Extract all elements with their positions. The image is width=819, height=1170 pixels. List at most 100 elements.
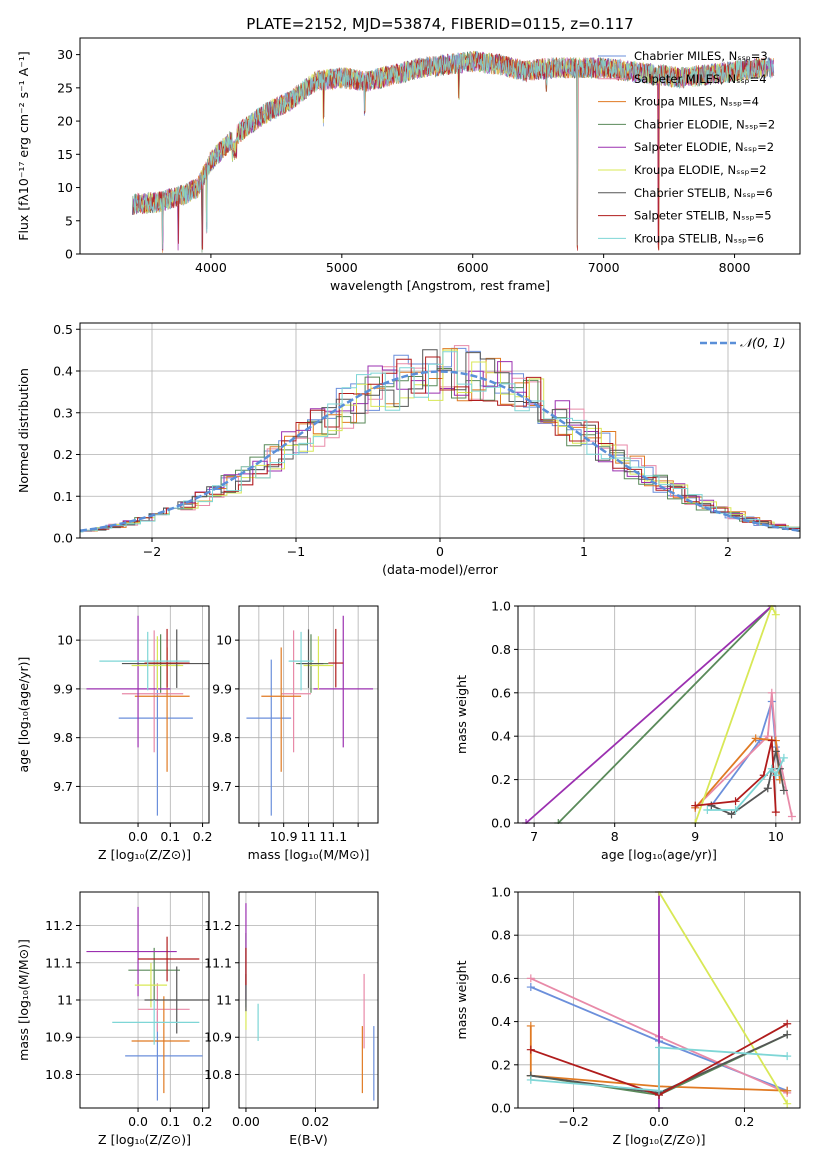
x-tick-label: 9 — [691, 829, 699, 844]
y-tick-label: 9.8 — [212, 730, 232, 745]
panel-residuals: 𝒩(0, 1) −2 −1 0 1 2 0.0 0.1 0.2 0.3 0.4 0.5 (data-mo… — [16, 322, 801, 577]
x-tick-label: 0.1 — [160, 829, 180, 844]
errorbar-point — [112, 1000, 200, 1045]
y-tick-label: 0.0 — [53, 531, 73, 546]
errorbar-point — [313, 615, 374, 748]
x-tick-label: 8 — [611, 829, 619, 844]
y-axis-label: age [log₁₀(age/yr)] — [16, 657, 31, 773]
errorbar-point — [131, 996, 190, 1094]
y-tick-label: 0.6 — [491, 685, 511, 700]
y-tick-label: 9.7 — [212, 779, 232, 794]
weight-marker — [767, 736, 776, 745]
weight-marker — [767, 688, 776, 697]
legend-label: Chabrier ELODIE, Nₛₛₚ=2 — [634, 117, 775, 131]
y-tick-label: 0.8 — [491, 928, 511, 943]
y-tick-label: 0.1 — [53, 489, 73, 504]
weight-marker — [526, 974, 535, 983]
y-tick-label: 11.2 — [45, 918, 73, 933]
errorbar-point — [328, 628, 344, 688]
errorbar-point — [138, 936, 200, 982]
y-tick-label: 1.0 — [491, 599, 511, 614]
series-line-8 — [133, 51, 774, 250]
x-tick-label: −2 — [143, 544, 161, 559]
y-tick-label: 0.5 — [53, 322, 73, 337]
spectrum-lines — [132, 50, 775, 253]
y-tick-label: 10 — [57, 180, 73, 195]
x-axis-label: Z [log₁₀(Z/Z⊙)] — [98, 1132, 191, 1147]
errorbar-point — [261, 647, 302, 772]
x-tick-label: 2 — [724, 544, 732, 559]
panel-age_vs_Z: 0.0 0.1 0.2 9.7 9.8 9.9 10 Z [log₁₀(Z/Z⊙)] age [… — [16, 605, 212, 862]
y-tick-label: 0 — [65, 247, 73, 262]
x-tick-label: 5000 — [326, 260, 358, 275]
weight-marker — [727, 810, 736, 819]
weight-marker — [751, 734, 760, 743]
y-tick-label: 0.0 — [491, 1101, 511, 1116]
y-tick-label: 0.4 — [53, 364, 73, 379]
weight-marker — [771, 610, 780, 619]
y-tick-label: 0.2 — [53, 447, 73, 462]
errorbar-point — [99, 631, 190, 691]
y-tick-label: 11.1 — [45, 955, 73, 970]
weight-marker — [655, 1086, 663, 1095]
axes-frame — [517, 605, 801, 824]
y-tick-label: 10.8 — [204, 1067, 232, 1082]
x-axis-label: age [log₁₀(age/yr)] — [601, 847, 717, 862]
y-tick-label: 10.8 — [45, 1067, 73, 1082]
legend: Chabrier MILES, Nₛₛₚ=3 Salpeter MILES, Nₛ… — [598, 49, 775, 245]
legend-label: Salpeter MILES, Nₛₛₚ=4 — [634, 72, 767, 86]
histogram-8 — [80, 351, 800, 533]
y-tick-label: 20 — [57, 114, 73, 129]
weight-marker — [731, 797, 740, 806]
legend-label: Kroupa STELIB, Nₛₛₚ=6 — [634, 231, 764, 245]
weight-marker — [779, 786, 788, 795]
x-tick-label: −1 — [287, 544, 305, 559]
x-tick-label: 0.00 — [232, 1114, 260, 1129]
y-tick-label: 15 — [57, 147, 73, 162]
panel-mass_vs_ebv: 0.00 0.02 10.8 10.9 11 11.1 11.2 E(B-V) — [204, 891, 379, 1147]
x-axis-label: wavelength [Angstrom, rest frame] — [330, 278, 550, 293]
weight-marker — [526, 1075, 535, 1084]
y-tick-label: 0.2 — [491, 1057, 511, 1072]
y-tick-label: 0.8 — [491, 642, 511, 657]
legend-label: 𝒩(0, 1) — [740, 335, 786, 350]
weight-marker — [783, 1030, 792, 1039]
y-tick-label: 10 — [57, 633, 73, 648]
gaussian-curve — [80, 370, 800, 532]
x-axis-label: (data-model)/error — [382, 562, 499, 577]
y-tick-label: 9.9 — [53, 681, 73, 696]
weight-marker — [526, 983, 535, 992]
panel-spectrum: Chabrier MILES, Nₛₛₚ=3 Salpeter MILES, Nₛ… — [16, 15, 801, 293]
x-tick-label: 7000 — [588, 260, 620, 275]
errorbar-point — [134, 962, 168, 1008]
x-tick-label: 0.2 — [193, 1114, 213, 1129]
weight-marker — [783, 1052, 792, 1061]
x-tick-label: 0.2 — [735, 1114, 755, 1129]
weight-line-5 — [658, 891, 788, 1105]
errorbar-point — [144, 628, 190, 688]
y-tick-label: 30 — [57, 47, 73, 62]
errorbar-point — [246, 659, 292, 816]
panel-age_vs_mass: 10.9 11 11.1 9.7 9.8 9.9 10 mass [log₁₀(M/M⊙)] — [212, 605, 379, 862]
errorbar-point — [128, 947, 180, 1000]
weight-marker — [771, 771, 780, 780]
legend-label: Kroupa ELODIE, Nₛₛₚ=2 — [634, 163, 767, 177]
histogram-7 — [80, 356, 800, 533]
weight-marker — [783, 1086, 792, 1095]
y-axis-label: mass weight — [454, 675, 469, 754]
weight-marker — [526, 1021, 535, 1030]
x-tick-label: 0 — [436, 544, 444, 559]
y-tick-label: 1.0 — [491, 885, 511, 900]
x-axis-label: Z [log₁₀(Z/Z⊙)] — [613, 1132, 706, 1147]
legend-label: Salpeter STELIB, Nₛₛₚ=5 — [634, 209, 772, 223]
x-tick-label: 11 — [301, 829, 317, 844]
weight-marker — [763, 784, 772, 793]
y-tick-label: 0.4 — [491, 729, 511, 744]
weight-marker — [691, 801, 700, 810]
legend-label: Chabrier MILES, Nₛₛₚ=3 — [634, 49, 768, 63]
y-tick-label: 11 — [216, 993, 232, 1008]
weight-marker — [787, 812, 796, 821]
errorbar-point — [86, 615, 171, 748]
x-tick-label: −0.2 — [558, 1114, 588, 1129]
errorbar-point — [121, 630, 184, 753]
